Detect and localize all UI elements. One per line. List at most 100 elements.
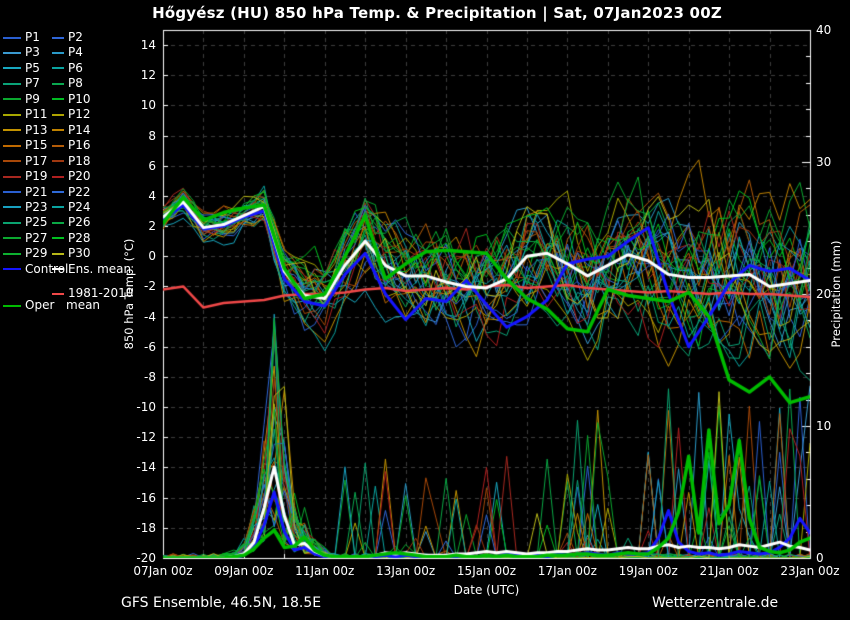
legend-item-p18-label: P18 [68,153,91,168]
legend-item-p4: P4 [52,46,83,59]
legend-item-p16-label: P16 [68,138,91,153]
legend-item-p22-line-swatch [52,191,64,193]
y-left-tick-label: 10 [140,98,156,113]
legend-item-ens-mean-label: Ens. mean [68,261,132,276]
legend-item-p9-label: P9 [25,91,40,106]
y-left-tick-label: -12 [136,430,156,445]
legend-item-p10-line-swatch [52,98,64,101]
legend-item-p26-label: P26 [68,215,91,230]
legend-item-p16: P16 [52,139,91,152]
y-left-tick-label: -4 [144,309,156,324]
y-right-tick-label: 20 [816,287,832,301]
legend-item-p10-label: P10 [68,91,91,106]
legend-item-p23-line-swatch [3,206,21,209]
legend-item-p29-label: P29 [25,246,48,261]
legend-item-p15: P15 [3,139,48,152]
y-left-tick-label: -6 [144,339,156,354]
legend-item-p1-line-swatch [3,36,21,39]
y-left-tick-label: 8 [148,128,156,143]
legend-item-p4-line-swatch [52,51,64,54]
y-left-tick-label: 6 [148,158,156,173]
legend-item-p21-line-swatch [3,191,21,193]
legend-item-p2-line-swatch [52,36,64,39]
legend-item-p13-line-swatch [3,129,21,132]
legend-item-clim-mean: 1981-2010 [52,287,133,300]
legend-item-p12: P12 [52,108,91,121]
legend-item-oper-label: Oper [25,298,55,312]
legend-item-p28: P28 [52,231,91,245]
legend-item-p11-label: P11 [25,107,48,122]
legend-item-p23: P23 [3,200,48,214]
legend-item-p2-label: P2 [68,30,83,44]
legend-item-p10: P10 [52,91,91,106]
legend-item-p13: P13 [3,123,48,137]
y-left-tick-label: -18 [136,520,156,535]
legend-item-p18: P18 [52,153,91,168]
y-left-tick-label: 12 [140,68,156,83]
legend-item-p6-line-swatch [52,67,64,70]
legend-item-p30-label: P30 [68,246,91,261]
legend-item-p27: P27 [3,231,48,245]
legend-item-p3-line-swatch [3,51,21,54]
legend-item-control: Control [3,262,68,276]
legend-item-p24: P24 [52,200,91,214]
legend-item-p22-label: P22 [68,184,91,199]
y-left-tick-label: -2 [144,279,156,294]
legend-item-p8: P8 [52,77,83,90]
legend-item-p17-label: P17 [25,153,48,168]
y-left-tick-label: -20 [136,551,156,565]
legend-item-p7-label: P7 [25,76,40,91]
y-left-tick-label: -8 [144,369,156,384]
y-left-tick-label: -10 [136,400,156,415]
legend-item-p6: P6 [52,61,83,75]
legend-item-p11: P11 [3,108,48,121]
x-tick-label: 07Jan 00z [133,564,193,578]
y-right-tick-label: 40 [816,23,832,37]
legend-item-p11-line-swatch [3,113,21,116]
legend-item-p26-line-swatch [52,221,64,224]
legend-item-p29: P29 [3,247,48,260]
legend-item-p5-label: P5 [25,60,40,75]
legend-item-p21-label: P21 [25,184,48,199]
y-left-tick-label: 4 [148,188,156,203]
legend-item-p17-line-swatch [3,160,21,163]
x-tick-label: 13Jan 00z [376,564,436,578]
legend-item-p19-label: P19 [25,169,48,184]
legend-item-p7-line-swatch [3,82,21,85]
legend-item-p15-label: P15 [25,138,48,153]
legend-item-ens-mean: Ens. mean [52,261,132,276]
y-right-tick-label: 0 [816,551,824,565]
x-tick-label: 19Jan 00z [618,564,678,578]
legend-item-p12-line-swatch [52,113,64,116]
y-right-tick-label: 30 [816,155,832,169]
legend-item-p20-line-swatch [52,175,64,178]
legend-item-ens-mean-line-swatch [52,268,64,271]
x-tick-label: 15Jan 00z [456,564,517,578]
legend-item-p5: P5 [3,60,40,75]
legend-item-clim-mean-line2: mean [66,299,100,312]
legend-item-p16-line-swatch [52,144,64,147]
legend-item-p8-label: P8 [68,76,83,91]
legend-item-oper: Oper [3,299,54,312]
legend-item-p1: P1 [3,31,40,44]
legend-item-oper-line-swatch [3,304,21,307]
legend-item-p7: P7 [3,77,40,90]
legend-item-p1-label: P1 [25,30,40,44]
legend-item-p4-label: P4 [68,45,83,60]
legend-item-p19: P19 [3,170,48,183]
x-tick-label: 23Jan 00z [780,564,840,578]
x-tick-label: 21Jan 00z [699,564,759,578]
legend-item-p8-line-swatch [52,82,64,85]
legend-item-clim-mean-line2-label: mean [66,298,101,312]
x-axis-title: Date (UTC) [453,583,520,597]
legend-item-p15-line-swatch [3,144,21,147]
y-left-tick-label: -14 [136,460,156,475]
legend-item-p9: P9 [3,91,40,106]
legend-item-clim-mean-label: 1981-2010 [68,286,134,300]
legend-item-p24-line-swatch [52,206,64,209]
x-tick-label: 17Jan 00z [537,564,597,578]
legend-item-p14-label: P14 [68,122,91,137]
y-axis-left-title: 850 hPa Temp. (°C) [122,238,136,350]
legend-item-control-line-swatch [3,268,21,271]
